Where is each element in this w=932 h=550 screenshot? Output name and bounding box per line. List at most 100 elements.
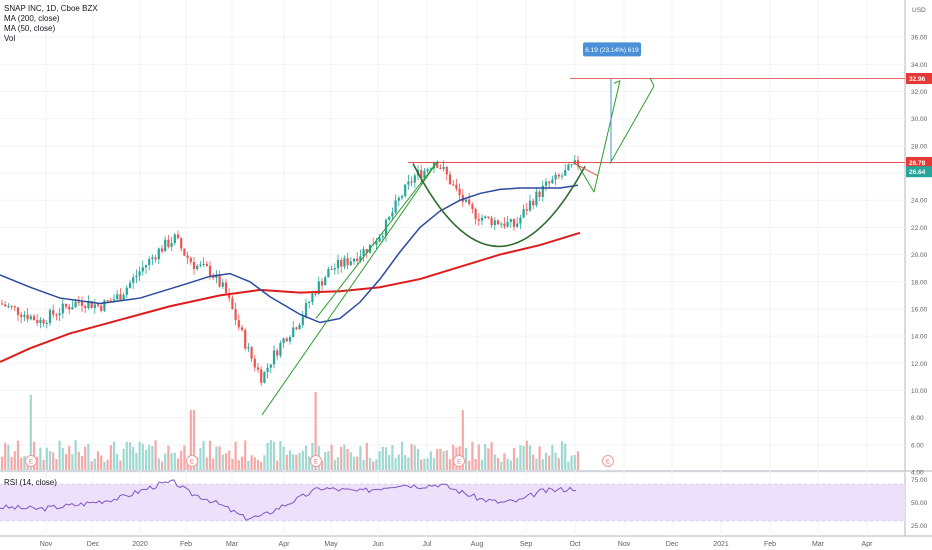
time-tick-label: Dec [666,541,679,548]
candle-body [164,240,166,252]
volume-bar [222,455,224,470]
volume-bar [78,452,80,470]
candle-body [126,288,128,295]
candle-body [347,258,349,265]
volume-bar [551,445,553,470]
volume-bar [87,444,89,470]
candle-body [558,175,560,177]
volume-bar [119,460,121,470]
candle-body [183,249,185,256]
price-tick-label: 20.00 [911,252,928,259]
candle-body [7,306,9,307]
volume-bar [129,442,131,470]
volume-bar [286,455,288,470]
candle-body [235,309,237,320]
candle-body [27,315,29,320]
price-tick-label: 16.00 [911,306,928,313]
volume-bar [452,445,454,470]
volume-bar [107,460,109,470]
price-tick-label: 4.00 [911,470,924,477]
volume-bar [126,442,128,470]
volume-bar [171,453,173,470]
candle-body [177,234,179,238]
time-axis-labels: Nov Dec 2020 Feb Mar Apr May Jun Jul Aug Sep Oct Nov… [40,541,873,548]
volume-bar [91,462,93,470]
time-tick-label: Aug [471,541,484,548]
volume-bar [471,442,473,470]
candle-body [39,320,41,323]
candle-body [20,315,22,317]
volume-bar [558,458,560,470]
candle-body [11,306,13,307]
time-tick-label: Mar [226,541,239,548]
candle-body [68,307,70,310]
candle-body [30,316,32,319]
candle-body [219,274,221,286]
candle-body [395,201,397,213]
volume-bar [219,446,221,470]
volume-bar [151,446,153,470]
candle-body [119,294,121,300]
candle-body [523,209,525,217]
volume-bar [142,444,144,470]
time-tick-label: Jun [372,541,383,548]
volume-bars [1,392,579,470]
rsi-tick-label: 25.00 [911,523,928,530]
rsi-legend[interactable]: RSI (14, close) [4,478,57,487]
candle-body [49,310,51,323]
rsi-axis-labels: 75.0050.0025.00 [911,477,928,530]
candle-body [500,224,502,225]
volume-bar [244,440,246,470]
time-tick-label: Feb [180,541,192,548]
ma50-legend[interactable]: MA (50, close) [4,24,98,34]
volume-bar [535,459,537,470]
time-tick-label: 2020 [132,541,148,548]
candle-body [116,294,118,299]
volume-bar [260,462,262,470]
ma200-legend[interactable]: MA (200, close) [4,14,98,24]
candle-body [155,257,157,259]
candle-body [414,175,416,182]
candle-body [270,364,272,367]
volume-bar [487,448,489,470]
candle-body [407,181,409,184]
volume-bar [571,456,573,470]
candle-body [308,302,310,303]
vol-legend[interactable]: Vol [4,34,98,44]
price-tick-label: 28.00 [911,143,928,150]
volume-bar [295,455,297,470]
rsi-tick-label: 75.00 [911,477,928,484]
symbol-title[interactable]: SNAP INC, 1D, Cboe BZX [4,4,98,14]
price-chart[interactable]: EEEEE 36.0034.0032.0030.0028.0026.0024.0… [0,0,932,550]
candle-body [350,261,352,265]
volume-bar [423,459,425,470]
volume-bar [276,461,278,470]
volume-bar [155,440,157,470]
volume-bar [94,459,96,470]
candle-body [43,320,45,324]
volume-bar [478,444,480,470]
volume-bar [491,442,493,470]
last-price-badge: 26.64 [909,169,926,176]
candle-body [305,303,307,316]
price-tick-label: 34.00 [911,62,928,69]
candle-body [468,199,470,204]
candle-body [4,304,6,306]
candle-body [292,327,294,337]
candle-body [535,192,537,206]
candle-body [187,256,189,258]
candle-body [475,209,477,219]
volume-bar [350,452,352,470]
pattern-drawings [262,78,905,415]
volume-bar [135,453,137,470]
candle-body [465,199,467,201]
earnings-letter: E [314,460,318,466]
candle-body [519,218,521,224]
candle-body [398,198,400,201]
candle-body [103,300,105,311]
volume-bar [238,460,240,470]
volume-bar [548,456,550,470]
volume-bar [52,452,54,470]
candle-body [561,176,563,177]
volume-bar [481,460,483,470]
